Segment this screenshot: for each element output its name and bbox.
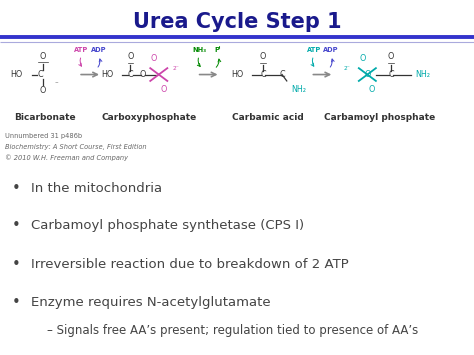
Text: 2⁻: 2⁻ [173, 66, 180, 71]
Text: O: O [139, 70, 146, 79]
Text: •: • [12, 218, 21, 233]
Text: ADP: ADP [323, 47, 338, 53]
Text: Carbamic acid: Carbamic acid [232, 113, 304, 122]
Text: ATP: ATP [307, 47, 321, 53]
Text: Irreversible reaction due to breakdown of 2 ATP: Irreversible reaction due to breakdown o… [31, 258, 348, 271]
Text: O: O [151, 54, 157, 63]
Text: O: O [40, 86, 46, 95]
Text: ⁻: ⁻ [55, 82, 58, 87]
Text: Urea Cycle Step 1: Urea Cycle Step 1 [133, 12, 341, 32]
Text: HO: HO [231, 70, 243, 79]
Text: Enzyme requires N-acetylglutamate: Enzyme requires N-acetylglutamate [31, 296, 271, 309]
Text: C: C [260, 70, 266, 79]
Text: © 2010 W.H. Freeman and Company: © 2010 W.H. Freeman and Company [5, 154, 128, 161]
Text: •: • [12, 181, 21, 196]
Text: NH₂: NH₂ [292, 85, 307, 94]
Text: Carbamoyl phosphate synthetase (CPS I): Carbamoyl phosphate synthetase (CPS I) [31, 219, 304, 232]
Text: O: O [364, 70, 371, 79]
Text: O: O [160, 85, 167, 94]
Text: C: C [279, 70, 285, 79]
Text: •: • [12, 257, 21, 272]
Text: HO: HO [101, 70, 114, 79]
Text: NH₂: NH₂ [415, 70, 430, 79]
Text: O: O [260, 52, 266, 61]
Text: O: O [359, 54, 366, 63]
Text: NH₃: NH₃ [192, 47, 206, 53]
Text: C: C [388, 70, 394, 79]
Text: HO: HO [10, 70, 22, 79]
Text: – Signals free AA’s present; regulation tied to presence of AA’s: – Signals free AA’s present; regulation … [47, 324, 419, 337]
Text: 2⁻: 2⁻ [344, 66, 351, 71]
Text: Biochemistry: A Short Course, First Edition: Biochemistry: A Short Course, First Edit… [5, 144, 146, 150]
Text: O: O [369, 85, 375, 94]
Text: O: O [127, 52, 134, 61]
Text: O: O [388, 52, 394, 61]
Text: •: • [12, 295, 21, 310]
Text: O: O [40, 52, 46, 61]
Text: ADP: ADP [91, 47, 106, 53]
Text: C: C [128, 70, 133, 79]
Text: C: C [37, 70, 43, 79]
Text: Bicarbonate: Bicarbonate [14, 113, 76, 122]
Text: Carboxyphosphate: Carboxyphosphate [102, 113, 197, 122]
Text: In the mitochondria: In the mitochondria [31, 182, 162, 195]
Text: Pᴵ: Pᴵ [215, 47, 221, 53]
Text: Unnumbered 31 p486b: Unnumbered 31 p486b [5, 133, 82, 139]
Text: ATP: ATP [74, 47, 89, 53]
Text: Carbamoyl phosphate: Carbamoyl phosphate [324, 113, 435, 122]
